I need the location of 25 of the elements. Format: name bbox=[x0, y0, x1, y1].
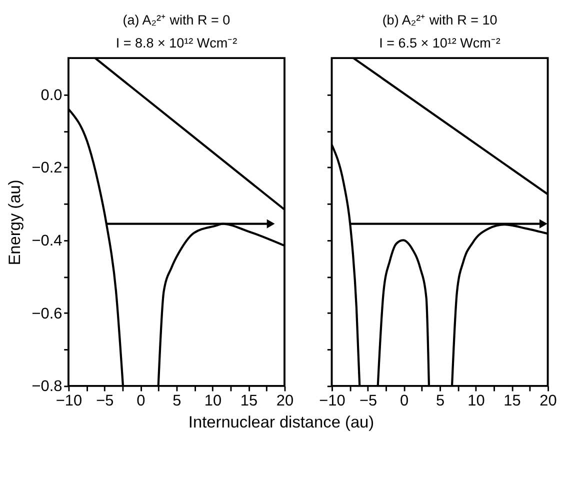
x-tick-label: −10 bbox=[319, 392, 346, 410]
x-tick-label: −10 bbox=[56, 392, 82, 410]
x-tick-label: 5 bbox=[436, 392, 445, 410]
y-tick-label: −0.6 bbox=[32, 305, 62, 322]
y-tick-label: −0.8 bbox=[32, 378, 62, 396]
y-tick-label: 0.0 bbox=[40, 86, 62, 104]
x-tick-label: 15 bbox=[240, 392, 258, 410]
y-axis-title: Energy (au) bbox=[6, 180, 24, 266]
x-tick-label: 20 bbox=[540, 392, 557, 410]
chart-subtitle: I = 6.5 × 10¹² Wcm⁻² bbox=[379, 35, 501, 50]
y-tick-label: −0.4 bbox=[32, 232, 63, 250]
chart-subtitle: I = 8.8 × 10¹² Wcm⁻² bbox=[116, 35, 238, 50]
chart-title: (b) A₂²⁺ with R = 10 bbox=[382, 12, 498, 28]
x-tick-label: 10 bbox=[468, 392, 485, 410]
x-tick-label: 0 bbox=[136, 392, 146, 410]
x-tick-label: 20 bbox=[276, 392, 294, 410]
x-tick-label: 10 bbox=[204, 392, 222, 410]
x-tick-label: 0 bbox=[400, 392, 409, 410]
chart-title: (a) A₂²⁺ with R = 0 bbox=[122, 12, 230, 28]
x-tick-label: 15 bbox=[504, 392, 521, 410]
y-tick-label: −0.2 bbox=[32, 160, 62, 177]
x-tick-label: 5 bbox=[172, 392, 182, 410]
x-tick-label: −5 bbox=[359, 392, 378, 410]
x-axis-title: Internuclear distance (au) bbox=[188, 413, 374, 432]
x-tick-label: −5 bbox=[96, 392, 114, 410]
